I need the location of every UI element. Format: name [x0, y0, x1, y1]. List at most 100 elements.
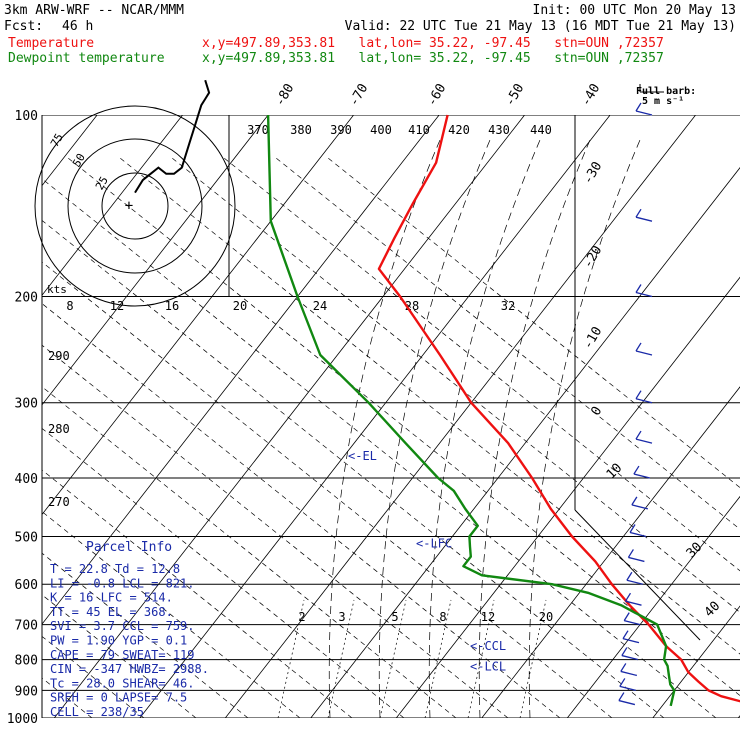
pressure-tick-label: 800: [15, 654, 38, 669]
wind-barb-flag: [635, 342, 642, 352]
wind-barb-staff: [624, 619, 641, 626]
mixing-ratio-label: 3: [338, 610, 345, 624]
mixing-ratio-label: 8: [439, 610, 446, 624]
dry-adiabat-line: [223, 157, 740, 572]
parcel-info-row: TT = 45 EL = 368.: [50, 605, 173, 619]
wind-barb-flag: [635, 390, 642, 400]
dry-adiabat-line: [42, 178, 717, 718]
grid-layer: [0, 115, 740, 718]
isotherm-line: [42, 115, 183, 296]
isotherm-line: [395, 276, 740, 718]
wind-barb-flag: [635, 102, 642, 112]
theta-e-label: 380: [290, 123, 312, 137]
temperature-tick-label: -20: [581, 243, 606, 271]
hodograph-trace: [134, 79, 211, 194]
temperature-tick-label: 40: [702, 599, 724, 621]
model-title: 3km ARW-WRF -- NCAR/MMM: [4, 3, 184, 18]
parcel-info-row: K = 16 LFC = 514.: [50, 591, 173, 605]
wind-barb-staff: [633, 473, 651, 479]
theta-e-label: 430: [488, 123, 510, 137]
parcel-info-row: CELL = 238/35: [50, 705, 144, 719]
hodograph-ring: [34, 105, 236, 307]
moist-adiabat-line: [528, 139, 641, 718]
dewpoint-profile: [266, 114, 676, 707]
wind-barb-staff: [635, 398, 653, 404]
mixing-ratio-line: [327, 599, 355, 718]
pressure-tick-label: 700: [15, 619, 38, 634]
wind-barb-staff: [626, 579, 644, 585]
hodograph-speed-label: 24: [313, 299, 327, 313]
wind-barb-flag: [623, 612, 630, 621]
theta-e-label: 370: [247, 123, 269, 137]
temperature-tick-label: -50: [503, 81, 528, 109]
wind-barb-staff: [625, 600, 642, 606]
wind-barb-staff: [629, 531, 647, 538]
barb-legend-unit: 5 m s⁻¹: [642, 96, 684, 107]
temperature-tick-label: -30: [581, 159, 606, 187]
wind-barb-staff: [620, 670, 637, 677]
isotherm-line: [139, 115, 611, 718]
temperature-tick-label: -60: [425, 81, 450, 109]
wind-barb-staff: [628, 556, 645, 563]
dry-adiabat-line: [42, 219, 665, 718]
wind-barb-staff: [635, 350, 653, 356]
theta-e-label: 410: [408, 123, 430, 137]
parcel-info-row: T = 22.8 Td = 12.8: [50, 562, 180, 576]
theta-label: 270: [48, 495, 70, 509]
temperature-location: x,y=497.89,353.81 lat,lon= 35.22, -97.45…: [202, 36, 664, 51]
hodograph-unit-label: kts: [47, 283, 67, 296]
dewpoint-legend: Dewpoint temperature: [8, 51, 165, 66]
hodograph-speed-label: 32: [501, 299, 515, 313]
isotherm-line: [0, 115, 12, 718]
wind-barb-staff: [619, 685, 636, 692]
hodograph-ring-label: 25: [93, 174, 111, 192]
mixing-ratio-label: 5: [391, 610, 398, 624]
parcel-info-row: PW = 1.90 YGP = 0.1: [50, 634, 187, 648]
wind-barb-staff: [618, 699, 636, 706]
dry-adiabat-line: [171, 157, 740, 613]
isotherm-line: [224, 115, 696, 718]
dry-adiabat-line: [119, 157, 740, 655]
header: 3km ARW-WRF -- NCAR/MMM Init: 00 UTC Mon…: [4, 3, 736, 66]
theta-e-label: 420: [448, 123, 470, 137]
isotherm-line: [310, 167, 740, 718]
moist-adiabat-line: [428, 139, 541, 718]
mixing-ratio-line: [467, 599, 495, 718]
isotherm-line: [566, 495, 740, 718]
dry-adiabat-line: [0, 158, 40, 718]
isotherm-line: [42, 115, 269, 406]
pressure-tick-label: 600: [15, 578, 38, 593]
parcel-info: Parcel Info T = 22.8 Td = 12.8LI = -0.8 …: [50, 540, 209, 719]
hodograph-speed-label: 16: [165, 299, 179, 313]
temperature-legend: Temperature: [8, 36, 94, 51]
parcel-info-row: CIN = -347 HWBZ= 2988.: [50, 662, 209, 676]
isotherm-line: [481, 386, 740, 718]
moist-adiabat-line: [328, 139, 441, 718]
hodograph-ring: [67, 138, 203, 274]
parcel-level-label: <-EL: [348, 449, 377, 463]
temperature-tick-label: 30: [684, 540, 706, 562]
isotherm-line: [42, 115, 354, 516]
parcel-info-row: SREH = 0 LAPSE= 7.5: [50, 691, 187, 705]
theta-e-label: 400: [370, 123, 392, 137]
mixing-ratio-line: [277, 599, 305, 718]
theta-e-label: 440: [530, 123, 552, 137]
barb-legend: Full barb: 5 m s⁻¹: [636, 84, 696, 107]
theta-label: 290: [48, 349, 70, 363]
parcel-info-row: SVI = 3.7 CCL = 759.: [50, 619, 195, 633]
dry-adiabat-line: [275, 157, 740, 530]
wind-barb-flag: [635, 430, 642, 440]
parcel-info-row: LI = -0.8 LCL = 821.: [50, 576, 195, 590]
wind-barb-flag: [624, 592, 632, 602]
wind-barb-flag: [620, 663, 627, 672]
parcel-info-row: Tc = 28.0 SHEAR= 46.: [50, 676, 195, 690]
wind-barb-staff: [621, 654, 639, 661]
hodograph-speed-label: 20: [233, 299, 247, 313]
moist-adiabat-line: [378, 139, 491, 718]
temperature-tick-label: 0: [589, 404, 606, 418]
right-slant-frame: [574, 509, 701, 641]
barb-legend-title: Full barb:: [636, 86, 696, 97]
